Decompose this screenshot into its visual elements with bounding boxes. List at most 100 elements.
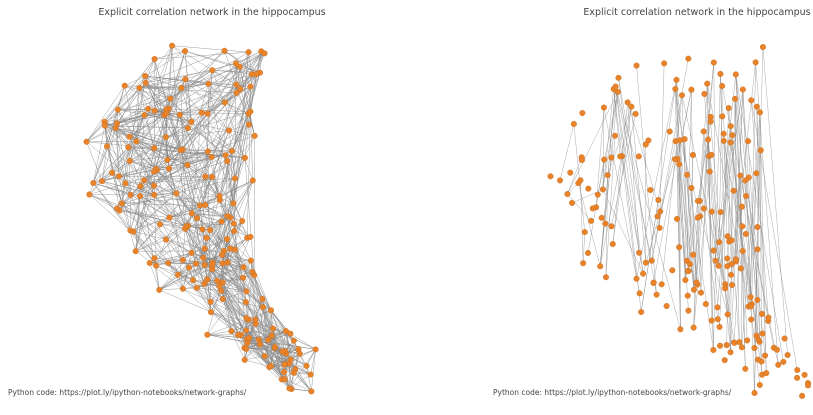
edge <box>567 157 582 195</box>
node <box>756 109 763 116</box>
edge <box>166 109 212 158</box>
edge <box>211 176 234 204</box>
edge <box>147 45 173 109</box>
edge <box>713 62 716 261</box>
node <box>219 296 226 303</box>
node <box>677 326 684 333</box>
node <box>738 344 745 351</box>
edge <box>686 174 698 285</box>
edge <box>86 121 105 142</box>
edge <box>207 263 223 280</box>
edges <box>86 45 316 392</box>
node <box>647 186 654 193</box>
node <box>184 162 191 169</box>
edge <box>207 113 230 131</box>
edge <box>742 89 755 393</box>
node <box>204 276 211 283</box>
node <box>90 180 97 187</box>
node <box>114 120 121 127</box>
edge <box>121 147 129 204</box>
edge <box>140 150 233 187</box>
node <box>742 177 749 184</box>
edge <box>204 264 211 302</box>
edge <box>170 79 186 99</box>
edge <box>133 124 250 232</box>
edge <box>86 141 155 149</box>
edge <box>233 203 235 232</box>
edge <box>693 171 711 328</box>
node <box>721 357 728 364</box>
edge <box>244 124 250 158</box>
node <box>759 44 766 51</box>
node <box>259 304 266 311</box>
node <box>706 168 713 175</box>
node <box>312 346 319 353</box>
node <box>198 109 205 116</box>
edge <box>153 164 188 186</box>
node <box>115 173 122 180</box>
node <box>307 371 314 378</box>
edge <box>106 146 123 204</box>
edge <box>676 79 681 330</box>
edge <box>181 87 233 152</box>
edge <box>212 262 264 308</box>
edge <box>154 110 177 194</box>
edge <box>89 194 161 225</box>
edge <box>159 287 197 291</box>
edge <box>706 83 731 353</box>
node <box>227 245 234 252</box>
edge <box>145 50 225 84</box>
edge <box>115 127 167 138</box>
node <box>224 236 231 243</box>
edge <box>165 137 170 169</box>
node <box>222 152 229 159</box>
edge <box>118 176 141 187</box>
node <box>209 262 216 269</box>
node <box>719 82 726 89</box>
edge <box>699 62 715 201</box>
node <box>151 182 158 189</box>
node <box>655 197 662 204</box>
edge <box>184 228 207 239</box>
edge <box>130 164 188 196</box>
node <box>594 191 601 198</box>
edge <box>164 114 183 150</box>
node <box>232 60 239 67</box>
node <box>578 157 585 164</box>
edge <box>129 136 183 150</box>
node <box>720 137 727 144</box>
edge <box>760 150 767 374</box>
edge <box>201 112 209 152</box>
edge <box>136 141 188 166</box>
node <box>617 153 624 160</box>
node <box>805 382 812 389</box>
node <box>729 132 736 139</box>
node <box>204 331 211 338</box>
edge <box>272 328 300 354</box>
edge <box>219 86 251 201</box>
node <box>704 80 711 87</box>
node <box>673 215 680 222</box>
edge <box>179 66 240 116</box>
edge <box>205 180 253 206</box>
edge <box>129 160 141 197</box>
edge <box>159 252 192 291</box>
node <box>207 298 214 305</box>
node <box>267 362 274 369</box>
node <box>142 73 149 80</box>
node <box>122 180 129 187</box>
node <box>682 277 689 284</box>
edge <box>140 185 177 194</box>
edge <box>290 359 311 375</box>
node <box>754 224 761 231</box>
edge <box>185 78 209 85</box>
edge <box>86 141 141 187</box>
node <box>577 177 584 184</box>
edge <box>101 168 157 182</box>
node <box>126 157 133 164</box>
edge <box>124 85 137 142</box>
edge <box>720 73 726 285</box>
node <box>794 367 801 374</box>
edge <box>144 75 171 99</box>
node <box>694 197 701 204</box>
